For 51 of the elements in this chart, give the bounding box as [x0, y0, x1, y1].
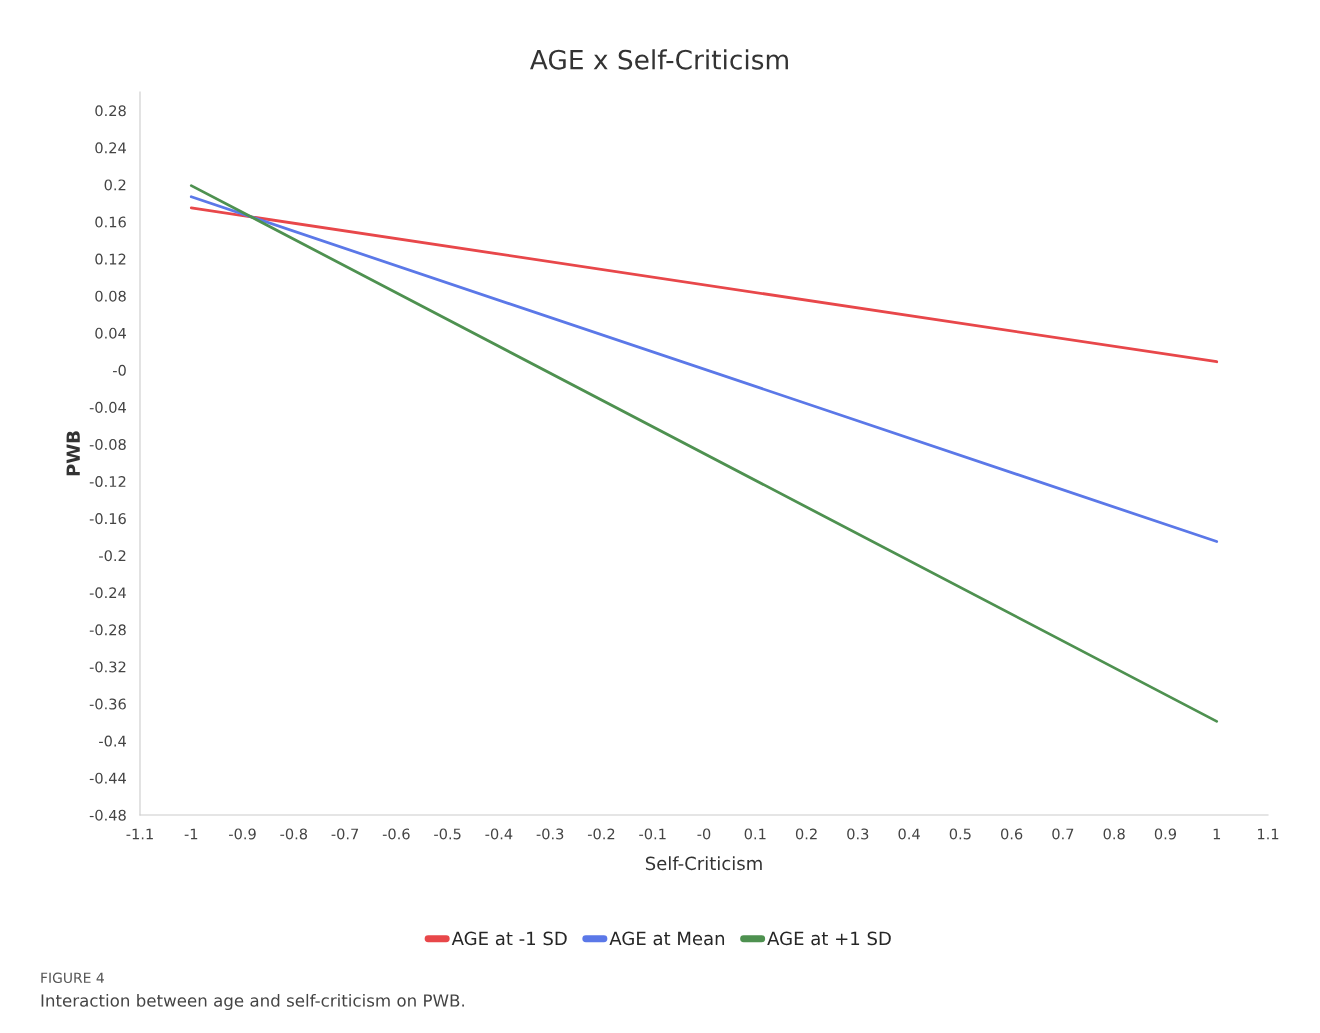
y-tick-label: -0.32	[89, 661, 126, 673]
y-tick-label: -0.2	[99, 550, 126, 562]
legend-label: AGE at -1 SD	[451, 931, 567, 946]
x-tick-label: -1	[184, 828, 198, 840]
x-tick-label: 0.6	[1001, 828, 1023, 840]
chart-title: AGE x Self-Criticism	[530, 49, 788, 70]
x-tick-label: -0.3	[536, 828, 564, 840]
y-tick-label: 0.16	[95, 216, 126, 228]
x-tick-label: 0.1	[744, 828, 766, 840]
text: Interaction between age and self-criticism on PWB.	[41, 993, 464, 1011]
x-tick-label: 0.5	[949, 828, 971, 840]
y-tick-label: -0.28	[89, 624, 126, 636]
y-tick-label: -0.04	[89, 401, 126, 413]
y-tick-label: 0.24	[95, 142, 126, 154]
y-tick-label: -0.44	[89, 772, 126, 784]
x-tick-label: -0.7	[331, 828, 359, 840]
caption: FIGURE 4	[41, 972, 104, 984]
y-tick-label: 0.08	[95, 290, 126, 302]
x-tick-label: 0.7	[1052, 828, 1074, 840]
x-tick-label: 1	[1213, 828, 1221, 840]
x-tick-label: -0.9	[229, 828, 256, 840]
y-tick-label: -0.24	[89, 587, 126, 599]
legend-label: AGE at +1 SD	[767, 931, 891, 946]
x-tick-label: 0.3	[847, 828, 869, 840]
y-tick-label: -0	[112, 364, 126, 376]
y-tick-label: -0.36	[89, 698, 126, 710]
y-tick-label: -0.48	[89, 809, 126, 821]
y-tick-label: -0.4	[99, 735, 126, 747]
x-tick-label: -0.4	[485, 828, 513, 840]
legend-label: AGE at Mean	[609, 931, 725, 946]
y-tick-label: 0.04	[95, 327, 126, 339]
y-axis-title: PWB	[66, 431, 80, 476]
y-tick-label: -0.12	[89, 476, 126, 488]
x-tick-label: 0.2	[795, 828, 817, 840]
x-tick-label: -0.6	[382, 828, 410, 840]
y-tick-label: -0.16	[89, 513, 126, 525]
x-tick-label: -0	[697, 828, 711, 840]
y-tick-label: -0.08	[89, 438, 126, 450]
x-tick-label: 0.9	[1154, 828, 1177, 840]
x-tick-label: -0.2	[587, 828, 615, 840]
x-tick-label: -0.5	[434, 828, 461, 840]
y-tick-label: 0.28	[95, 105, 126, 117]
y-tick-label: 0.12	[95, 253, 126, 265]
x-tick-label: -1.1	[126, 828, 153, 840]
x-tick-label: 1.1	[1258, 828, 1279, 840]
x-tick-label: 0.8	[1103, 828, 1125, 840]
x-tick-label: -0.8	[280, 828, 308, 840]
x-tick-label: 0.4	[898, 828, 920, 840]
x-axis-title: Self-Criticism	[645, 856, 762, 871]
y-tick-label: 0.2	[104, 179, 126, 191]
x-tick-label: -0.1	[639, 828, 666, 840]
